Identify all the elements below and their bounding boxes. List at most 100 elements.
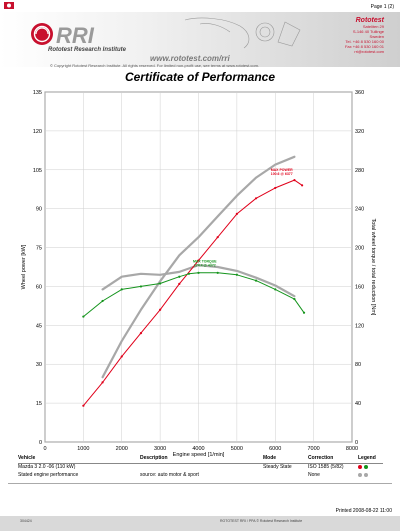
company-phone: Tel. +46 8 530 160 00: [345, 39, 384, 44]
y-left-tick-label: 30: [36, 362, 42, 368]
y-left-tick-label: 0: [39, 440, 42, 446]
series-line: [101, 155, 296, 379]
rri-logo: RRI Rototest Research Institute: [28, 20, 128, 62]
company-address-line: Sweden: [369, 34, 384, 39]
brand-subtitle: Rototest Research Institute: [48, 47, 127, 53]
data-point: [301, 184, 304, 187]
header-banner: [0, 12, 400, 67]
x-tick-label: 1000: [77, 446, 89, 452]
series-line: [101, 264, 296, 298]
y-left-tick-label: 75: [36, 246, 42, 252]
y-right-tick-label: 0: [355, 440, 358, 446]
data-point: [254, 197, 258, 200]
x-tick-label: 7000: [308, 446, 320, 452]
data-point: [235, 273, 238, 276]
document-id: 304424: [20, 519, 32, 523]
y-right-tick-label: 40: [355, 401, 361, 407]
page-number: Page 1 (2): [370, 4, 394, 10]
mini-logo-icon: [4, 2, 14, 9]
row-correction: None: [308, 472, 320, 478]
company-email: rri@rototest.com: [354, 49, 384, 54]
header-legend: Legend: [358, 455, 376, 461]
data-point: [187, 272, 191, 275]
data-point: [178, 275, 181, 278]
header-vehicle: Vehicle: [18, 455, 36, 461]
row-legend: [358, 464, 370, 470]
annotation-value: 100.6 @ 6377: [271, 172, 293, 176]
y-right-tick-label: 200: [355, 246, 364, 252]
y-right-tick-label: 360: [355, 90, 364, 96]
y-right-axis-title: Total wheel torque / total reduction [Nm…: [370, 219, 376, 316]
data-point: [120, 288, 123, 291]
legend-dot-power: [358, 464, 362, 469]
row-correction: ISO 1585 (5/82): [308, 464, 344, 470]
header-description: Description: [140, 455, 168, 461]
performance-chart: 0 1000 2000 3000 4000 5000 6000 7000 80000153045…: [21, 90, 376, 458]
row-mode: Steady State: [263, 464, 292, 470]
data-point: [293, 297, 296, 301]
footer-divider: [8, 483, 392, 484]
data-point: [159, 308, 162, 311]
row-vehicle: Mazda 3 2.0 -06 (110 kW): [18, 464, 76, 470]
data-point: [120, 355, 123, 358]
y-left-axis-title: Wheel power [kW]: [21, 244, 27, 289]
header-mode: Mode: [263, 455, 277, 461]
legend-dot-power: [358, 472, 362, 477]
x-tick-label: 6000: [269, 446, 281, 452]
company-fax: Fax +46 8 530 160 01: [344, 44, 384, 49]
company-address-line: S-146 40 Tullinge: [352, 29, 384, 34]
data-point: [302, 311, 306, 314]
legend-table: Vehicle Description Mode Correction Lege…: [18, 455, 383, 480]
series-line: [82, 272, 305, 318]
y-left-tick-label: 60: [36, 284, 42, 290]
x-tick-label: 0: [43, 446, 46, 452]
website-link[interactable]: www.rototest.com/rri: [150, 54, 230, 63]
legend-dot-torque: [364, 464, 368, 469]
company-address: Rototest Sateliten 29 S-146 40 Tullinge …: [345, 17, 384, 54]
row-vehicle: Stated engine performance: [18, 472, 79, 478]
y-left-tick-label: 135: [33, 90, 42, 96]
y-right-tick-label: 80: [355, 362, 361, 368]
y-left-tick-label: 105: [33, 168, 42, 174]
y-right-tick-label: 240: [355, 207, 364, 213]
header-correction: Correction: [308, 455, 334, 461]
y-right-tick-label: 320: [355, 129, 364, 135]
data-point: [216, 271, 219, 274]
x-tick-label: 2000: [116, 446, 128, 452]
legend-dot-torque: [364, 472, 368, 477]
y-right-tick-label: 280: [355, 168, 364, 174]
x-tick-label: 8000: [346, 446, 358, 452]
y-left-tick-label: 15: [36, 401, 42, 407]
x-tick-label: 4000: [192, 446, 204, 452]
page-title: Certificate of Performance: [124, 70, 276, 84]
x-tick-label: 5000: [231, 446, 243, 452]
data-point: [139, 285, 143, 288]
data-point: [254, 279, 258, 282]
data-point: [197, 271, 200, 274]
x-axis-title: Engine speed [1/min]: [173, 452, 225, 458]
data-point: [235, 212, 238, 215]
company-name: Rototest: [355, 17, 384, 24]
x-tick-label: 3000: [154, 446, 166, 452]
annotation-value: 174.4 @ 4372: [194, 263, 216, 267]
y-left-tick-label: 90: [36, 207, 42, 213]
data-point: [82, 404, 85, 407]
row-description: source: auto motor & sport: [140, 472, 199, 478]
annotation-label: MAX POWER: [271, 168, 293, 172]
footer-text: ROTOTEST RRI / PPA © Rototest Research I…: [220, 519, 303, 523]
table-header-row: Vehicle Description Mode Correction Lege…: [18, 455, 383, 464]
data-point: [274, 186, 277, 190]
data-point: [82, 315, 85, 318]
data-point: [101, 381, 104, 384]
svg-text:RRI: RRI: [56, 23, 95, 48]
data-point: [274, 288, 277, 291]
table-row: Stated engine performance source: auto m…: [18, 472, 383, 480]
data-point: [101, 299, 104, 303]
data-point: [293, 179, 296, 182]
copyright-text: © Copyright Rototest Research Institute.…: [50, 63, 260, 68]
footer-bar: [0, 516, 400, 531]
annotation-label: MAX TORQUE: [193, 259, 217, 263]
y-right-tick-label: 160: [355, 284, 364, 290]
data-point: [197, 259, 200, 262]
y-left-tick-label: 45: [36, 323, 42, 329]
